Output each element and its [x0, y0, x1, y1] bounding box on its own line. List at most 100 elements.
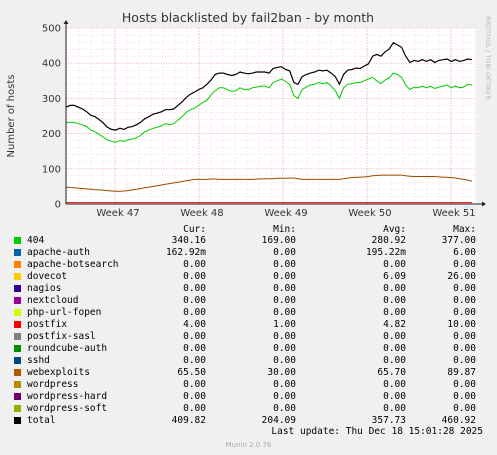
- legend-value-max: 0.00: [453, 283, 476, 294]
- legend-swatch: [14, 273, 21, 280]
- legend-value-min: 0.00: [273, 295, 296, 306]
- legend-row-nagios: nagios 0.00 0.00 0.00 0.00: [14, 283, 484, 295]
- legend-value-min: 0.00: [273, 331, 296, 342]
- legend-name: roundcube-auth: [27, 343, 108, 354]
- legend-value-min: 0.00: [273, 271, 296, 282]
- rrdtool-side-label: RRDTOOL / TOBI OETIKER: [484, 16, 492, 100]
- legend-value-avg: 357.73: [371, 415, 406, 426]
- y-tick-label: 200: [42, 129, 61, 140]
- legend-swatch: [14, 417, 21, 424]
- legend-value-max: 0.00: [453, 259, 476, 270]
- legend-row-webexploits: webexploits 65.50 30.00 65.70 89.87: [14, 367, 484, 379]
- chart-title: Hosts blacklisted by fail2ban - by month: [122, 10, 374, 25]
- legend-name: postfix-sasl: [27, 331, 96, 342]
- legend-row-total: total 409.82 204.09 357.73 460.92: [14, 415, 484, 427]
- legend-value-max: 0.00: [453, 343, 476, 354]
- x-tick-label: Week 49: [264, 208, 307, 219]
- legend-value-min: 0.00: [273, 403, 296, 414]
- legend-value-min: 0.00: [273, 283, 296, 294]
- legend-row-roundcube-auth: roundcube-auth 0.00 0.00 0.00 0.00: [14, 343, 484, 355]
- legend-value-cur: 0.00: [183, 271, 206, 282]
- legend-swatch: [14, 237, 21, 244]
- legend-row-wordpress: wordpress 0.00 0.00 0.00 0.00: [14, 379, 484, 391]
- legend-value-avg: 0.00: [383, 403, 406, 414]
- legend-value-cur: 162.92m: [165, 247, 206, 258]
- legend-value-max: 0.00: [453, 403, 476, 414]
- legend-value-avg: 4.82: [383, 319, 406, 330]
- legend-name: apache-botsearch: [27, 259, 119, 270]
- legend-header-avg: Avg:: [383, 224, 406, 235]
- legend-row-wordpress-soft: wordpress-soft 0.00 0.00 0.00 0.00: [14, 403, 484, 415]
- x-tick-label: Week 50: [348, 208, 391, 219]
- legend-value-max: 460.92: [441, 415, 476, 426]
- legend-value-min: 0.00: [273, 379, 296, 390]
- munin-version: Munin 2.0.76: [225, 441, 272, 449]
- legend-name: wordpress: [27, 379, 79, 390]
- legend-value-min: 0.00: [273, 247, 296, 258]
- legend-value-cur: 0.00: [183, 391, 206, 402]
- legend-value-cur: 4.00: [183, 319, 206, 330]
- legend-value-max: 0.00: [453, 379, 476, 390]
- legend-value-avg: 0.00: [383, 307, 406, 318]
- legend-row-apache-auth: apache-auth 162.92m 0.00 195.22m 6.00: [14, 247, 484, 259]
- legend-name: total: [27, 415, 56, 426]
- legend-value-max: 377.00: [441, 235, 476, 246]
- legend-name: wordpress-soft: [27, 403, 108, 414]
- series-line-total: [65, 42, 473, 131]
- legend-swatch: [14, 261, 21, 268]
- legend-value-avg: 0.00: [383, 355, 406, 366]
- legend-header-cur: Cur:: [183, 224, 206, 235]
- legend-swatch: [14, 405, 21, 412]
- legend-value-cur: 0.00: [183, 331, 206, 342]
- x-tick-label: Week 51: [432, 208, 475, 219]
- legend-header-min: Min:: [273, 224, 296, 235]
- legend-name: dovecot: [27, 271, 68, 282]
- series-line-404: [65, 72, 473, 143]
- legend-name: nagios: [27, 283, 62, 294]
- legend-value-min: 169.00: [261, 235, 296, 246]
- legend-value-max: 0.00: [453, 355, 476, 366]
- legend-name: postfix: [27, 319, 68, 330]
- legend-value-min: 0.00: [273, 391, 296, 402]
- legend-row-sshd: sshd 0.00 0.00 0.00 0.00: [14, 355, 484, 367]
- legend-value-cur: 65.50: [177, 367, 206, 378]
- legend-value-max: 10.00: [447, 319, 476, 330]
- legend-value-avg: 0.00: [383, 259, 406, 270]
- y-tick-label: 300: [42, 94, 61, 105]
- legend-row-postfix-sasl: postfix-sasl 0.00 0.00 0.00 0.00: [14, 331, 484, 343]
- legend-value-avg: 6.09: [383, 271, 406, 282]
- legend-value-min: 0.00: [273, 343, 296, 354]
- legend-value-avg: 280.92: [371, 235, 406, 246]
- legend-value-cur: 0.00: [183, 355, 206, 366]
- series-line-webexploits: [65, 174, 473, 192]
- legend-value-avg: 0.00: [383, 379, 406, 390]
- legend-row-dovecot: dovecot 0.00 0.00 6.09 26.00: [14, 271, 484, 283]
- legend-value-min: 0.00: [273, 307, 296, 318]
- legend-swatch: [14, 297, 21, 304]
- legend-value-avg: 65.70: [377, 367, 406, 378]
- y-tick-label: 400: [42, 59, 61, 70]
- legend-value-avg: 0.00: [383, 391, 406, 402]
- legend-value-cur: 0.00: [183, 295, 206, 306]
- x-tick-label: Week 48: [180, 208, 223, 219]
- legend-row-nextcloud: nextcloud 0.00 0.00 0.00 0.00: [14, 295, 484, 307]
- legend-value-min: 0.00: [273, 259, 296, 270]
- chart-svg: 0 100 200 300 400 500 Week 47 Week 48 Week 49 Wee…: [6, 10, 492, 219]
- legend-swatch: [14, 309, 21, 316]
- y-tick-label: 500: [42, 24, 61, 35]
- legend-swatch: [14, 345, 21, 352]
- legend-row-wordpress-hard: wordpress-hard 0.00 0.00 0.00 0.00: [14, 391, 484, 403]
- legend-value-avg: 195.22m: [365, 247, 406, 258]
- legend-value-max: 26.00: [447, 271, 476, 282]
- legend-value-max: 89.87: [447, 367, 476, 378]
- legend-name: nextcloud: [27, 295, 79, 306]
- y-axis-label: Number of hosts: [6, 75, 17, 158]
- legend-name: 404: [27, 235, 45, 246]
- last-update: Last update: Thu Dec 18 15:01:28 2025: [271, 426, 483, 437]
- legend-swatch: [14, 249, 21, 256]
- legend-value-cur: 409.82: [171, 415, 206, 426]
- legend-value-max: 6.00: [453, 247, 476, 258]
- x-tick-label: Week 47: [96, 208, 139, 219]
- legend-value-cur: 0.00: [183, 403, 206, 414]
- legend-value-avg: 0.00: [383, 343, 406, 354]
